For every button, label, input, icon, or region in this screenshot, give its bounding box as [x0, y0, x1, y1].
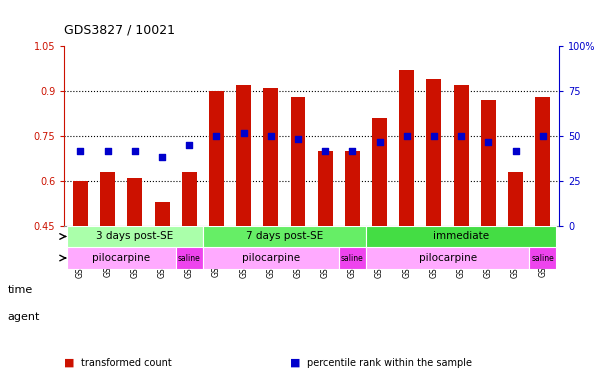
Bar [181, 172, 197, 226]
Text: pilocarpine: pilocarpine [242, 253, 300, 263]
Bar [366, 247, 529, 269]
Bar [318, 151, 332, 226]
Text: transformed count: transformed count [81, 358, 172, 368]
Text: saline: saline [178, 253, 200, 263]
Bar [67, 247, 175, 269]
Text: immediate: immediate [433, 232, 489, 242]
Point [456, 133, 466, 139]
Text: saline: saline [532, 253, 554, 263]
Point [76, 148, 86, 154]
Bar [67, 226, 203, 247]
Point [266, 133, 276, 139]
Text: percentile rank within the sample: percentile rank within the sample [307, 358, 472, 368]
Text: saline: saline [341, 253, 364, 263]
Point [320, 148, 330, 154]
Bar [236, 85, 251, 226]
Bar [481, 100, 496, 226]
Text: 3 days post-SE: 3 days post-SE [96, 232, 174, 242]
Bar [175, 247, 203, 269]
Bar [345, 151, 360, 226]
Bar [127, 178, 142, 226]
Text: time: time [7, 285, 32, 295]
Point [429, 133, 439, 139]
Text: 7 days post-SE: 7 days post-SE [246, 232, 323, 242]
Bar [529, 247, 557, 269]
Bar [366, 226, 557, 247]
Bar [454, 85, 469, 226]
Bar [291, 97, 306, 226]
Text: GDS3827 / 10021: GDS3827 / 10021 [64, 23, 175, 36]
Bar [203, 247, 339, 269]
Bar [209, 91, 224, 226]
Point [348, 148, 357, 154]
Bar [508, 172, 523, 226]
Bar [73, 181, 88, 226]
Point [538, 133, 547, 139]
Point [211, 133, 221, 139]
Point [483, 139, 493, 145]
Point [293, 136, 303, 142]
Point [511, 148, 521, 154]
Bar [155, 202, 169, 226]
Bar [372, 118, 387, 226]
Text: ■: ■ [64, 358, 75, 368]
Point [130, 148, 140, 154]
Bar [535, 97, 551, 226]
Point [185, 142, 194, 148]
Point [402, 133, 412, 139]
Text: pilocarpine: pilocarpine [92, 253, 150, 263]
Point [103, 148, 112, 154]
Bar [100, 172, 115, 226]
Bar [339, 247, 366, 269]
Text: agent: agent [7, 312, 40, 322]
Text: pilocarpine: pilocarpine [419, 253, 477, 263]
Bar [263, 88, 278, 226]
Point [239, 130, 249, 136]
Bar [400, 70, 414, 226]
Bar [426, 79, 442, 226]
Point [375, 139, 384, 145]
Text: ■: ■ [290, 358, 301, 368]
Point [157, 154, 167, 160]
Bar [203, 226, 366, 247]
